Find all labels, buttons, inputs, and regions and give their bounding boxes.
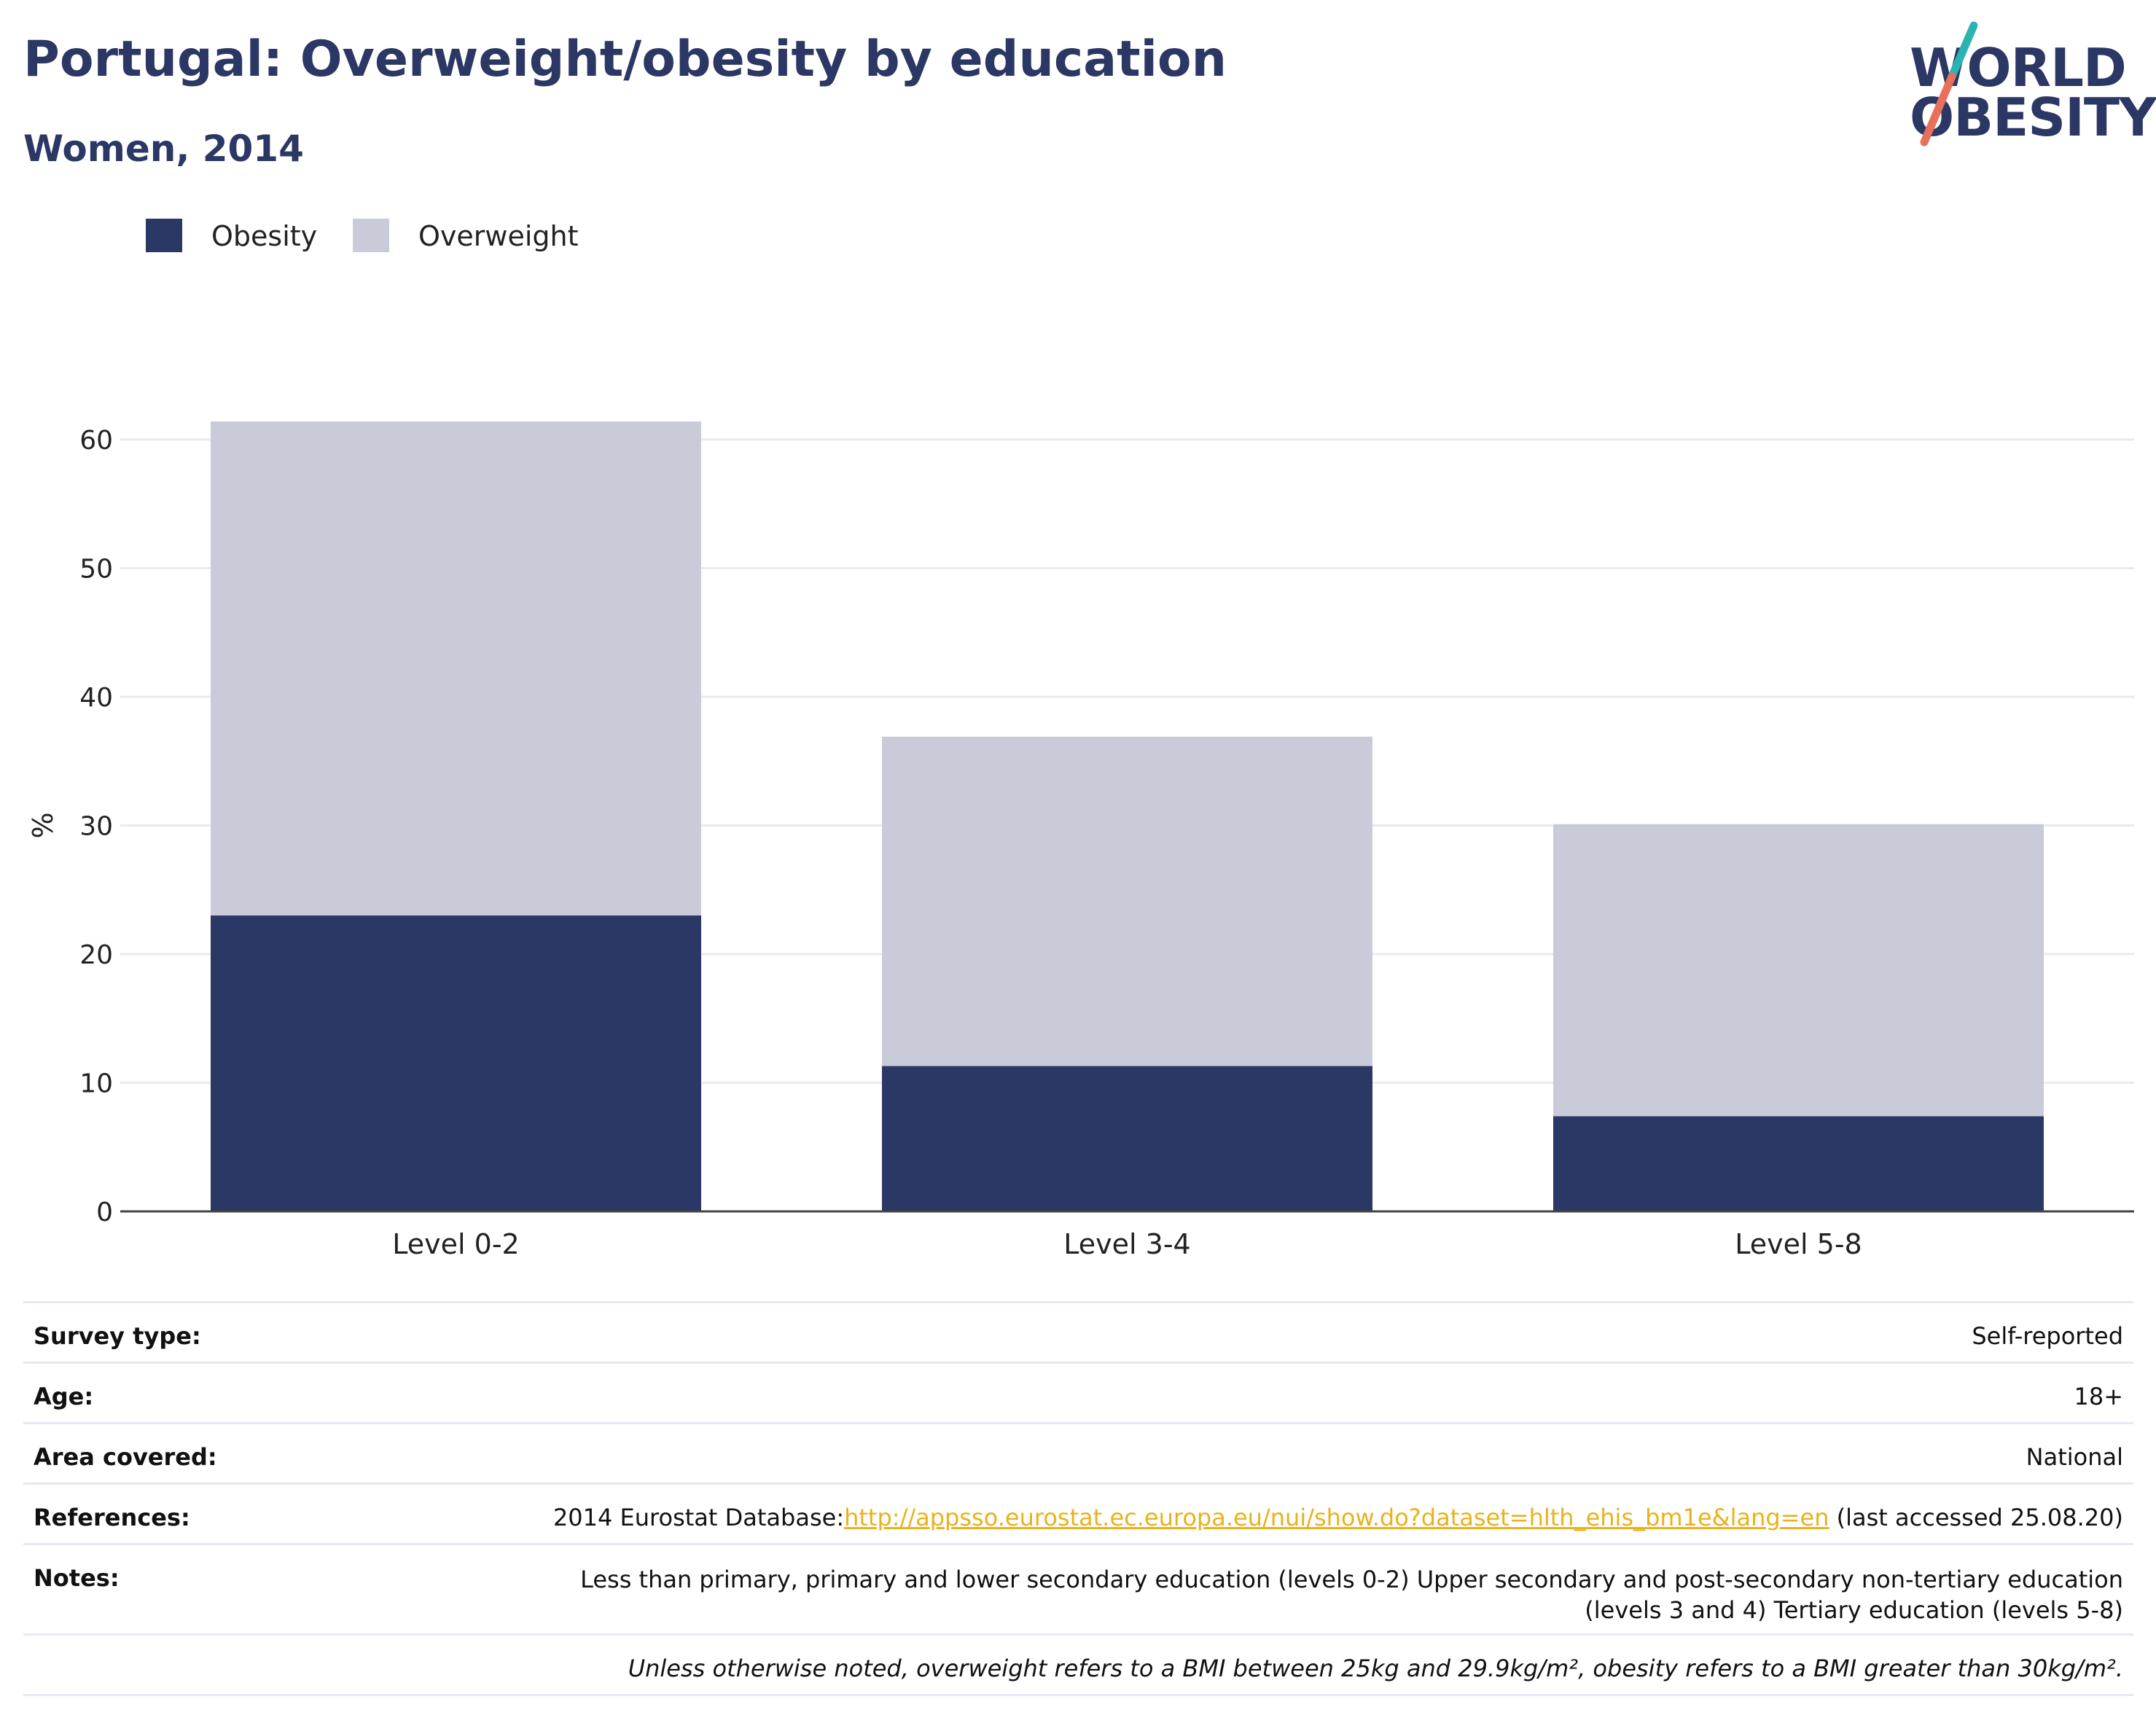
legend-swatch-overweight [353,219,389,252]
info-row-area-covered: Area covered: National [23,1422,2133,1483]
bar-obesity-3 [1553,1116,2044,1211]
notes-line-2: (levels 3 and 4) Tertiary education (lev… [1585,1596,2123,1624]
references-label: References: [34,1504,190,1531]
references-link[interactable]: http://appsso.eurostat.ec.europa.eu/nui/… [844,1504,1829,1531]
notes-label: Notes: [34,1564,120,1592]
references-value: 2014 Eurostat Database:http://appsso.eur… [553,1504,2123,1531]
legend-label-obesity: Obesity [211,220,318,252]
y-tick-label-50: 50 [79,554,113,584]
survey-type-label: Survey type: [34,1322,201,1350]
area-covered-value: National [2026,1443,2123,1471]
y-axis-title: % [27,812,59,838]
info-row-notes: Notes: Less than primary, primary and lo… [23,1543,2133,1633]
age-label: Age: [34,1383,94,1410]
table-bottom-rule [23,1694,2133,1696]
info-row-references: References: 2014 Eurostat Database:http:… [23,1483,2133,1543]
y-tick-label-0: 0 [96,1198,113,1227]
chart-title: Portugal: Overweight/obesity by educatio… [23,31,1227,88]
info-row-age: Age: 18+ [23,1362,2133,1422]
logo-slash-icon [1920,21,1978,147]
logo-text-obesity: OBESITY [1910,87,2156,148]
y-tick-label-60: 60 [79,426,113,456]
y-tick-label-20: 20 [79,940,113,970]
references-suffix: (last accessed 25.08.20) [1829,1504,2123,1531]
legend-swatch-obesity [146,219,182,252]
y-tick-label-10: 10 [79,1069,113,1098]
stacked-bar-chart: 0 10 20 30 40 50 60% Level 0-2 Level 3-4 Level 5-… [27,421,2134,1260]
bar-overweight-3 [1553,824,2044,1117]
bmi-footnote: Unless otherwise noted, overweight refer… [628,1655,2123,1682]
info-row-survey-type: Survey type: Self-reported [23,1301,2133,1362]
bar-overweight-2 [882,736,1372,1066]
notes-line-1: Less than primary, primary and lower sec… [580,1566,2123,1593]
area-covered-label: Area covered: [34,1443,217,1471]
x-tick-label-3: Level 5-8 [1735,1228,1862,1260]
y-tick-label-30: 30 [79,811,113,841]
world-obesity-logo: WORLD OBESITY [1895,18,2156,157]
info-row-footnote: Unless otherwise noted, overweight refer… [23,1633,2133,1694]
legend-label-overweight: Overweight [418,220,579,252]
references-prefix: 2014 Eurostat Database: [552,1504,845,1531]
x-tick-label-1: Level 0-2 [392,1228,519,1260]
chart-subtitle: Women, 2014 [23,128,304,170]
bar-obesity-1 [211,915,701,1211]
age-value: 18+ [2074,1383,2123,1410]
bar-obesity-2 [882,1066,1372,1211]
survey-type-value: Self-reported [1972,1322,2123,1350]
bar-overweight-1 [211,421,701,916]
notes-value: Less than primary, primary and lower sec… [580,1564,2123,1625]
y-tick-label-40: 40 [79,683,113,713]
x-tick-label-2: Level 3-4 [1063,1228,1190,1260]
survey-info-table: Survey type: Self-reported Age: 18+ Area… [23,1301,2133,1696]
